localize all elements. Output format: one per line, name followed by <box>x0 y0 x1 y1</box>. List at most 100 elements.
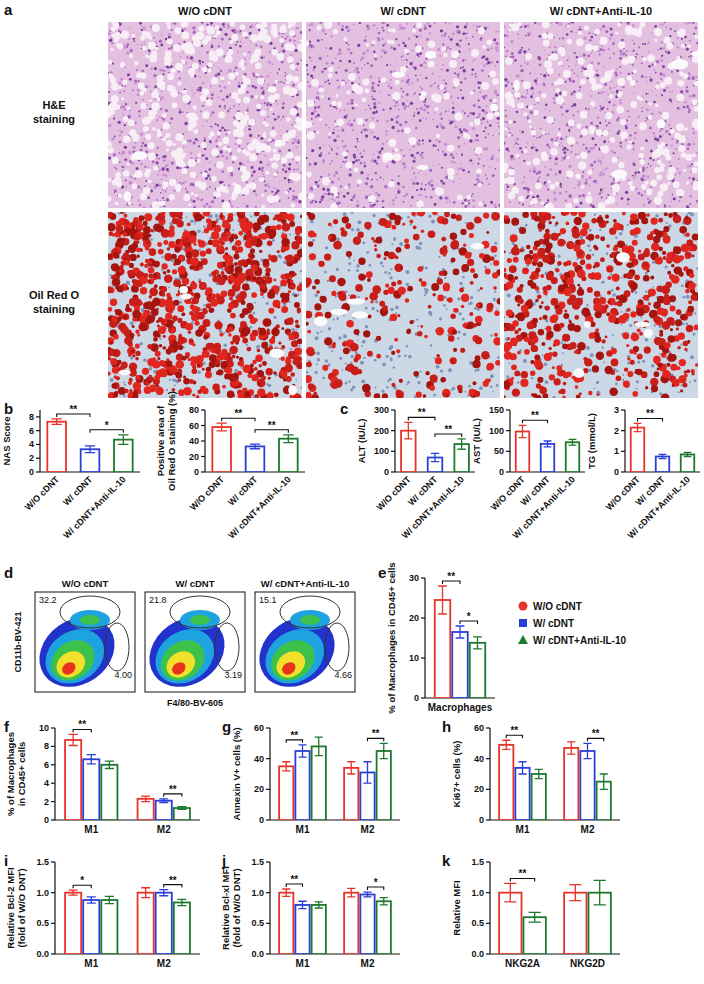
nucleus <box>228 185 230 187</box>
nucleus <box>460 89 462 91</box>
nucleus <box>215 140 217 142</box>
nucleus <box>478 106 480 108</box>
vacuole <box>201 142 207 148</box>
nucleus <box>420 194 422 196</box>
nucleus <box>196 197 199 200</box>
nucleus <box>380 177 382 179</box>
vacuole <box>202 172 207 177</box>
vacuole <box>263 132 266 135</box>
nucleus <box>489 99 492 102</box>
nucleus <box>309 56 311 58</box>
nucleus <box>472 200 474 202</box>
vacuole <box>202 88 210 96</box>
nucleus <box>222 23 225 26</box>
nucleus <box>454 126 457 129</box>
vacuole <box>142 45 147 50</box>
nucleus <box>478 113 481 116</box>
nucleus <box>217 97 219 99</box>
nucleus <box>434 82 436 84</box>
nucleus <box>252 73 255 76</box>
nucleus <box>448 110 450 112</box>
nucleus <box>362 52 365 55</box>
nucleus <box>453 120 455 122</box>
nucleus <box>213 64 214 65</box>
nucleus <box>349 29 351 31</box>
nucleus <box>442 43 444 45</box>
nucleus <box>311 112 314 115</box>
nucleus <box>338 130 340 132</box>
nucleus <box>472 127 475 130</box>
nucleus <box>295 199 297 201</box>
vacuole <box>272 149 276 153</box>
nucleus <box>182 111 184 113</box>
vacuole <box>235 112 243 120</box>
nucleus <box>239 30 241 32</box>
nucleus <box>288 163 291 166</box>
nucleus <box>434 22 436 24</box>
nucleus <box>162 155 165 158</box>
vacuole <box>207 69 211 73</box>
nucleus <box>484 98 486 100</box>
vacuole <box>143 126 149 132</box>
nucleus <box>140 70 141 71</box>
nucleus <box>420 74 422 76</box>
nucleus <box>382 200 385 203</box>
nucleus <box>238 168 240 170</box>
nucleus <box>113 118 115 120</box>
nucleus <box>114 189 117 192</box>
nucleus <box>273 187 275 189</box>
nucleus <box>452 156 455 159</box>
nucleus <box>497 94 499 96</box>
vacuole <box>289 30 295 36</box>
nucleus <box>125 86 126 87</box>
nucleus <box>347 88 348 89</box>
nucleus <box>262 173 264 175</box>
nucleus <box>399 24 402 27</box>
vacuole <box>266 37 271 42</box>
vacuole <box>244 111 247 114</box>
nucleus <box>150 67 152 69</box>
nucleus <box>375 203 376 204</box>
vacuole <box>111 95 119 103</box>
nucleus <box>150 190 153 193</box>
nucleus <box>145 180 147 182</box>
vacuole <box>167 39 173 45</box>
nucleus <box>204 139 206 141</box>
nucleus <box>165 38 167 40</box>
vessel <box>268 86 277 92</box>
nucleus <box>437 48 440 51</box>
vacuole <box>295 156 301 162</box>
nucleus <box>365 134 368 137</box>
nucleus <box>420 107 423 110</box>
nucleus <box>142 99 144 101</box>
nucleus <box>414 112 415 113</box>
vacuole <box>202 111 210 119</box>
nucleus <box>310 201 313 204</box>
nucleus <box>263 90 265 92</box>
nucleus <box>471 73 474 76</box>
nucleus <box>429 85 432 88</box>
vacuole <box>194 117 198 121</box>
nucleus <box>209 186 211 188</box>
nucleus <box>143 42 145 44</box>
vacuole <box>108 147 114 153</box>
nucleus <box>498 31 499 32</box>
nucleus <box>227 26 230 29</box>
nucleus <box>487 48 490 51</box>
nucleus <box>120 78 123 81</box>
nucleus <box>113 153 116 156</box>
nucleus <box>262 170 264 172</box>
vessel <box>234 184 241 195</box>
nucleus <box>196 89 199 92</box>
nucleus <box>337 79 339 81</box>
nucleus <box>228 94 230 96</box>
nucleus <box>378 39 381 42</box>
nucleus <box>352 161 355 164</box>
nucleus <box>420 188 423 191</box>
vacuole <box>273 172 277 176</box>
nucleus <box>414 26 416 28</box>
nucleus <box>293 138 294 139</box>
nucleus <box>364 128 367 131</box>
nucleus <box>122 169 124 171</box>
nucleus <box>365 36 366 37</box>
